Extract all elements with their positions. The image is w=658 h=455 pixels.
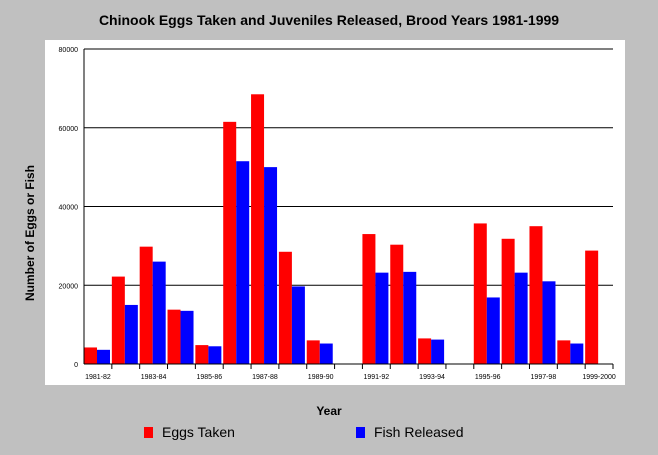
y-tick-label-80000: 80000 — [59, 47, 79, 54]
legend-item-eggs-taken: Eggs Taken — [144, 424, 235, 440]
bar-eggs-taken-1985-86 — [195, 345, 209, 364]
bar-fish-released-1983-84 — [152, 261, 166, 364]
x-tick-label-1987-88: 1987-88 — [252, 374, 278, 381]
chart-svg: 0200004000060000800001981-821982-831983-… — [59, 47, 616, 381]
bar-eggs-taken-1999-2000 — [585, 250, 599, 364]
legend-swatch-eggs-taken — [144, 426, 153, 438]
bar-eggs-taken-1981-82 — [84, 347, 97, 364]
legend-swatch-fish-released — [356, 426, 365, 438]
bar-fish-released-1989-90 — [319, 343, 333, 364]
chart-title: Chinook Eggs Taken and Juveniles Release… — [98, 12, 560, 28]
bar-eggs-taken-1988-89 — [278, 251, 292, 364]
y-axis-label: Number of Eggs or Fish — [23, 164, 37, 302]
bar-fish-released-1985-86 — [208, 346, 222, 364]
bar-fish-released-1981-82 — [97, 349, 110, 364]
bar-eggs-taken-1993-94 — [418, 338, 432, 364]
bar-eggs-taken-1995-96 — [473, 223, 487, 364]
bar-fish-released-1988-99 — [570, 343, 584, 364]
y-tick-label-40000: 40000 — [59, 205, 79, 212]
bar-fish-released-1988-89 — [291, 286, 305, 364]
bar-eggs-taken-1983-84 — [139, 246, 153, 364]
bar-eggs-taken-1988-99 — [557, 340, 571, 364]
bar-eggs-taken-1982-93 — [390, 244, 404, 364]
bar-fish-released-1997-98 — [542, 281, 556, 364]
bar-eggs-taken-1987-88 — [251, 94, 265, 364]
bar-fish-released-1991-92 — [375, 272, 389, 364]
y-tick-label-0: 0 — [74, 362, 78, 369]
legend-label-fish-released: Fish Released — [374, 424, 464, 440]
bar-eggs-taken-1986-87 — [223, 121, 237, 364]
bar-fish-released-1982-83 — [124, 304, 138, 364]
x-tick-label-1991-92: 1991-92 — [363, 374, 389, 381]
bar-eggs-taken-1996-97 — [501, 238, 515, 364]
x-tick-label-1993-94: 1993-94 — [419, 374, 445, 381]
x-tick-label-1989-90: 1989-90 — [308, 374, 334, 381]
x-axis-label: Year — [316, 404, 342, 418]
y-tick-label-20000: 20000 — [59, 283, 79, 290]
bar-fish-released-1987-88 — [264, 167, 278, 364]
bar-fish-released-1984-85 — [180, 310, 194, 364]
bar-fish-released-1993-94 — [431, 339, 445, 364]
bar-fish-released-1995-96 — [486, 297, 500, 364]
x-tick-label-1997-98: 1997-98 — [531, 374, 557, 381]
bar-eggs-taken-1991-92 — [362, 234, 376, 364]
bar-eggs-taken-1989-90 — [306, 340, 320, 364]
bar-fish-released-1996-97 — [514, 272, 528, 364]
legend-item-fish-released: Fish Released — [356, 424, 464, 440]
bar-eggs-taken-1982-83 — [111, 276, 125, 364]
x-tick-label-1999-2000: 1999-2000 — [582, 374, 616, 381]
x-tick-label-1995-96: 1995-96 — [475, 374, 501, 381]
legend-label-eggs-taken: Eggs Taken — [162, 424, 235, 440]
y-tick-label-60000: 60000 — [59, 126, 79, 133]
bar-eggs-taken-1997-98 — [529, 226, 543, 364]
bar-eggs-taken-1984-85 — [167, 309, 181, 364]
bar-fish-released-1986-87 — [236, 161, 250, 364]
x-tick-label-1983-84: 1983-84 — [141, 374, 167, 381]
x-tick-label-1981-82: 1981-82 — [85, 374, 111, 381]
plot-area: 0200004000060000800001981-821982-831983-… — [45, 40, 625, 385]
bar-fish-released-1982-93 — [403, 271, 417, 364]
x-tick-label-1985-86: 1985-86 — [196, 374, 222, 381]
